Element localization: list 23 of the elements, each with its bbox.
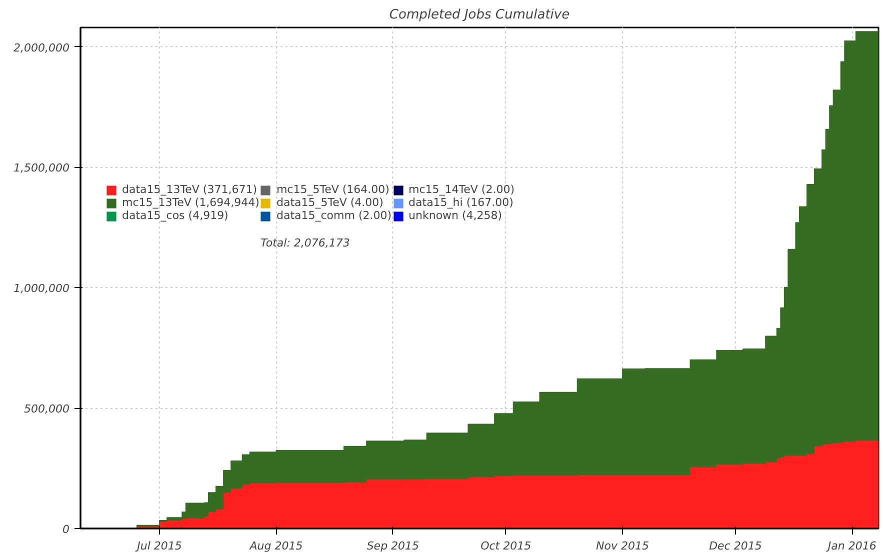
chart-title: Completed Jobs Cumulative [389,8,570,22]
legend-label: data15_cos (4,919) [122,209,228,222]
x-tick-label: Jan 2016 [826,540,876,552]
y-tick-label: 0 [62,523,70,536]
x-tick-label: Dec 2015 [709,540,762,552]
y-tick-label: 1,000,000 [14,282,70,296]
legend-label: mc15_5TeV (164.00) [276,183,390,196]
legend-label: data15_13TeV (371,671) [122,183,257,196]
x-tick-label: Aug 2015 [248,540,303,552]
x-tick-label: Oct 2015 [480,540,532,552]
legend-label: mc15_13TeV (1,694,944) [122,196,260,209]
legend-label: data15_hi (167.00) [408,196,514,209]
annotation: Total: 2,076,173 [260,236,350,250]
x-tick-label: Sep 2015 [366,540,420,552]
legend-label: mc15_14TeV (2.00) [408,183,515,196]
y-tick-label: 1,500,000 [14,162,70,175]
x-tick-label: Jul 2015 [135,540,182,552]
legend-label: data15_5TeV (4.00) [276,196,384,209]
legend-label: unknown (4,258) [408,209,502,222]
legend-label: data15_comm (2.00) [276,209,392,222]
y-tick-label: 500,000 [24,402,70,416]
y-tick-label: 2,000,000 [14,41,70,54]
x-tick-label: Nov 2015 [596,540,650,552]
